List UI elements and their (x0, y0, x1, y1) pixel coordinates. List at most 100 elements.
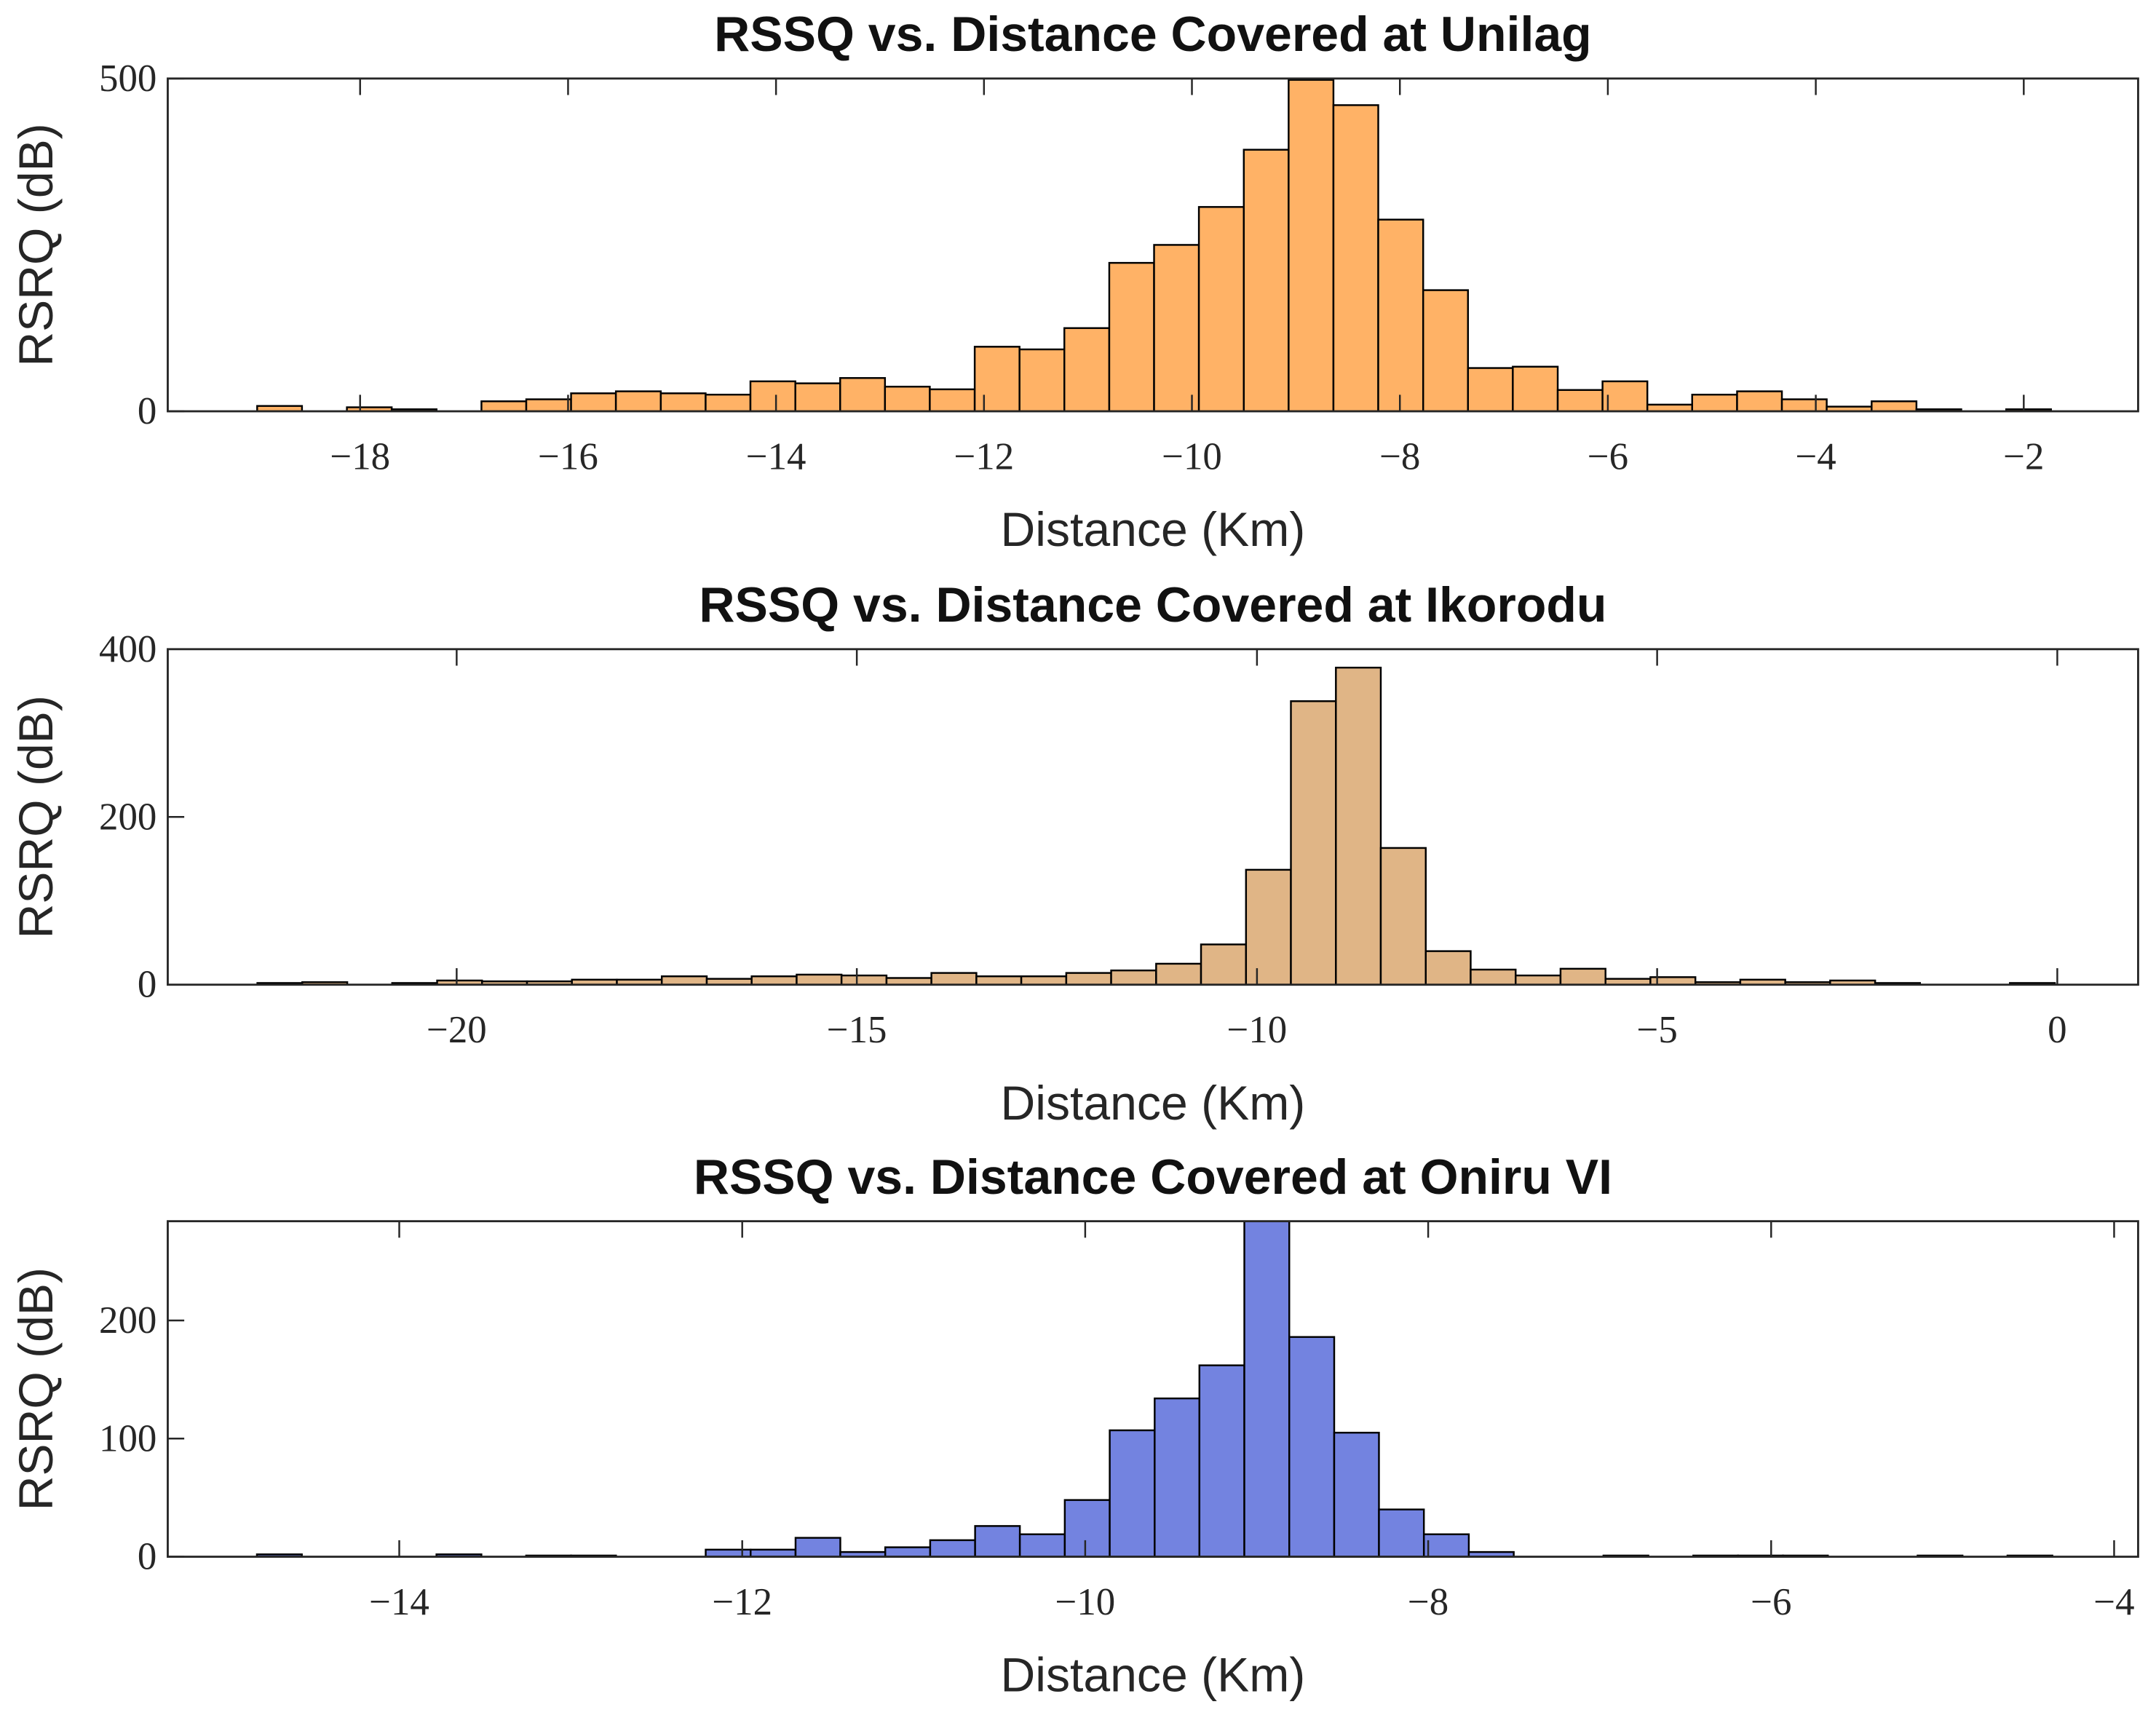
bar (1018, 1533, 1066, 1557)
x-tick-label: −2 (2003, 435, 2044, 478)
y-tick-label: 200 (99, 796, 156, 838)
bar (794, 382, 841, 412)
bar (1288, 1336, 1336, 1557)
x-tick-label: −15 (827, 1009, 887, 1051)
bar (929, 1539, 976, 1557)
y-tick-label: 500 (99, 58, 156, 100)
bar (1559, 967, 1606, 985)
subplot: RSSQ vs. Distance Covered at Ikorodu Dist… (9, 577, 2139, 1130)
y-tick-label: 0 (138, 1536, 156, 1578)
bar (973, 346, 1020, 412)
bar (1153, 244, 1200, 412)
bar (1197, 206, 1245, 412)
x-tick-label: −5 (1637, 1009, 1678, 1051)
x-tick-label: −4 (1795, 435, 1836, 478)
bar (1335, 666, 1382, 985)
bar (1108, 261, 1155, 412)
bar (1424, 950, 1472, 985)
bar (929, 388, 976, 412)
y-tick-label: 400 (99, 628, 156, 670)
bar (750, 975, 798, 985)
bar (614, 390, 662, 412)
bar (1063, 1499, 1111, 1557)
bar (1110, 969, 1157, 985)
bar (1063, 327, 1111, 412)
x-tick-label: −14 (746, 435, 806, 478)
bar (1333, 1431, 1380, 1557)
bar (659, 392, 707, 412)
y-axis-label: RSRQ (dB) (9, 123, 63, 366)
bar (1243, 148, 1290, 412)
x-tick-label: −10 (1055, 1581, 1116, 1623)
bar (1378, 1508, 1425, 1557)
x-tick-label: −6 (1751, 1581, 1791, 1623)
bar (1243, 1221, 1291, 1557)
bar (1649, 976, 1697, 985)
chart-title: RSSQ vs. Distance Covered at Oniru VI (694, 1149, 1612, 1205)
bar (480, 400, 528, 412)
bar (1736, 390, 1783, 412)
x-tick-label: −20 (427, 1009, 487, 1051)
x-tick-label: −12 (954, 435, 1014, 478)
bar (1691, 393, 1738, 412)
bar (1154, 1397, 1201, 1557)
bar (1290, 700, 1337, 985)
chart-title: RSSQ vs. Distance Covered at Ikorodu (699, 577, 1606, 633)
y-tick-label: 100 (99, 1417, 156, 1459)
bar (1198, 1364, 1245, 1557)
y-tick-label: 0 (138, 964, 156, 1006)
x-tick-label: 0 (2048, 1009, 2066, 1051)
bar (1332, 104, 1379, 412)
bar (1467, 367, 1514, 412)
x-axis-label: Distance (Km) (1001, 503, 1306, 557)
axes-box (167, 1220, 2139, 1558)
bar (1422, 1533, 1470, 1557)
bar (839, 377, 887, 412)
x-tick-label: −6 (1588, 435, 1628, 478)
bar (974, 1525, 1021, 1557)
bar (1065, 972, 1112, 985)
bar (255, 1553, 303, 1557)
x-tick-label: −10 (1162, 435, 1222, 478)
bar (435, 1553, 483, 1557)
bar (884, 385, 931, 412)
bar (1470, 968, 1517, 985)
bar (1018, 348, 1066, 412)
bar (705, 393, 752, 412)
bar (570, 392, 617, 412)
bar (1871, 400, 1918, 412)
x-tick-label: −12 (712, 1581, 772, 1623)
bar (1200, 943, 1248, 985)
bar (1020, 975, 1068, 985)
y-axis-label: RSRQ (dB) (9, 1267, 63, 1510)
bar (1379, 847, 1427, 985)
bar (1288, 79, 1335, 412)
bar (930, 972, 978, 985)
chart-title: RSSQ vs. Distance Covered at Unilag (714, 7, 1592, 62)
bar (1556, 389, 1604, 412)
x-tick-label: −8 (1379, 435, 1420, 478)
x-tick-label: −4 (2093, 1581, 2134, 1623)
bar (1780, 398, 1828, 412)
bar (749, 380, 796, 412)
bar (660, 975, 708, 985)
bar (705, 1548, 752, 1557)
bar (796, 973, 843, 985)
x-tick-label: −10 (1227, 1009, 1288, 1051)
subplot: RSSQ vs. Distance Covered at Unilag Dista… (9, 7, 2139, 557)
bar (1155, 962, 1202, 985)
axes-box (167, 77, 2139, 413)
bar (794, 1537, 841, 1557)
bar (975, 975, 1023, 985)
y-axis-label: RSRQ (dB) (9, 695, 63, 938)
bar (1422, 289, 1470, 412)
subplot: RSSQ vs. Distance Covered at Oniru VI Dis… (9, 1149, 2139, 1703)
bar (525, 398, 572, 412)
bar (1601, 380, 1649, 412)
bar (1245, 868, 1292, 985)
y-tick-label: 0 (138, 390, 156, 432)
x-tick-label: −14 (369, 1581, 429, 1623)
